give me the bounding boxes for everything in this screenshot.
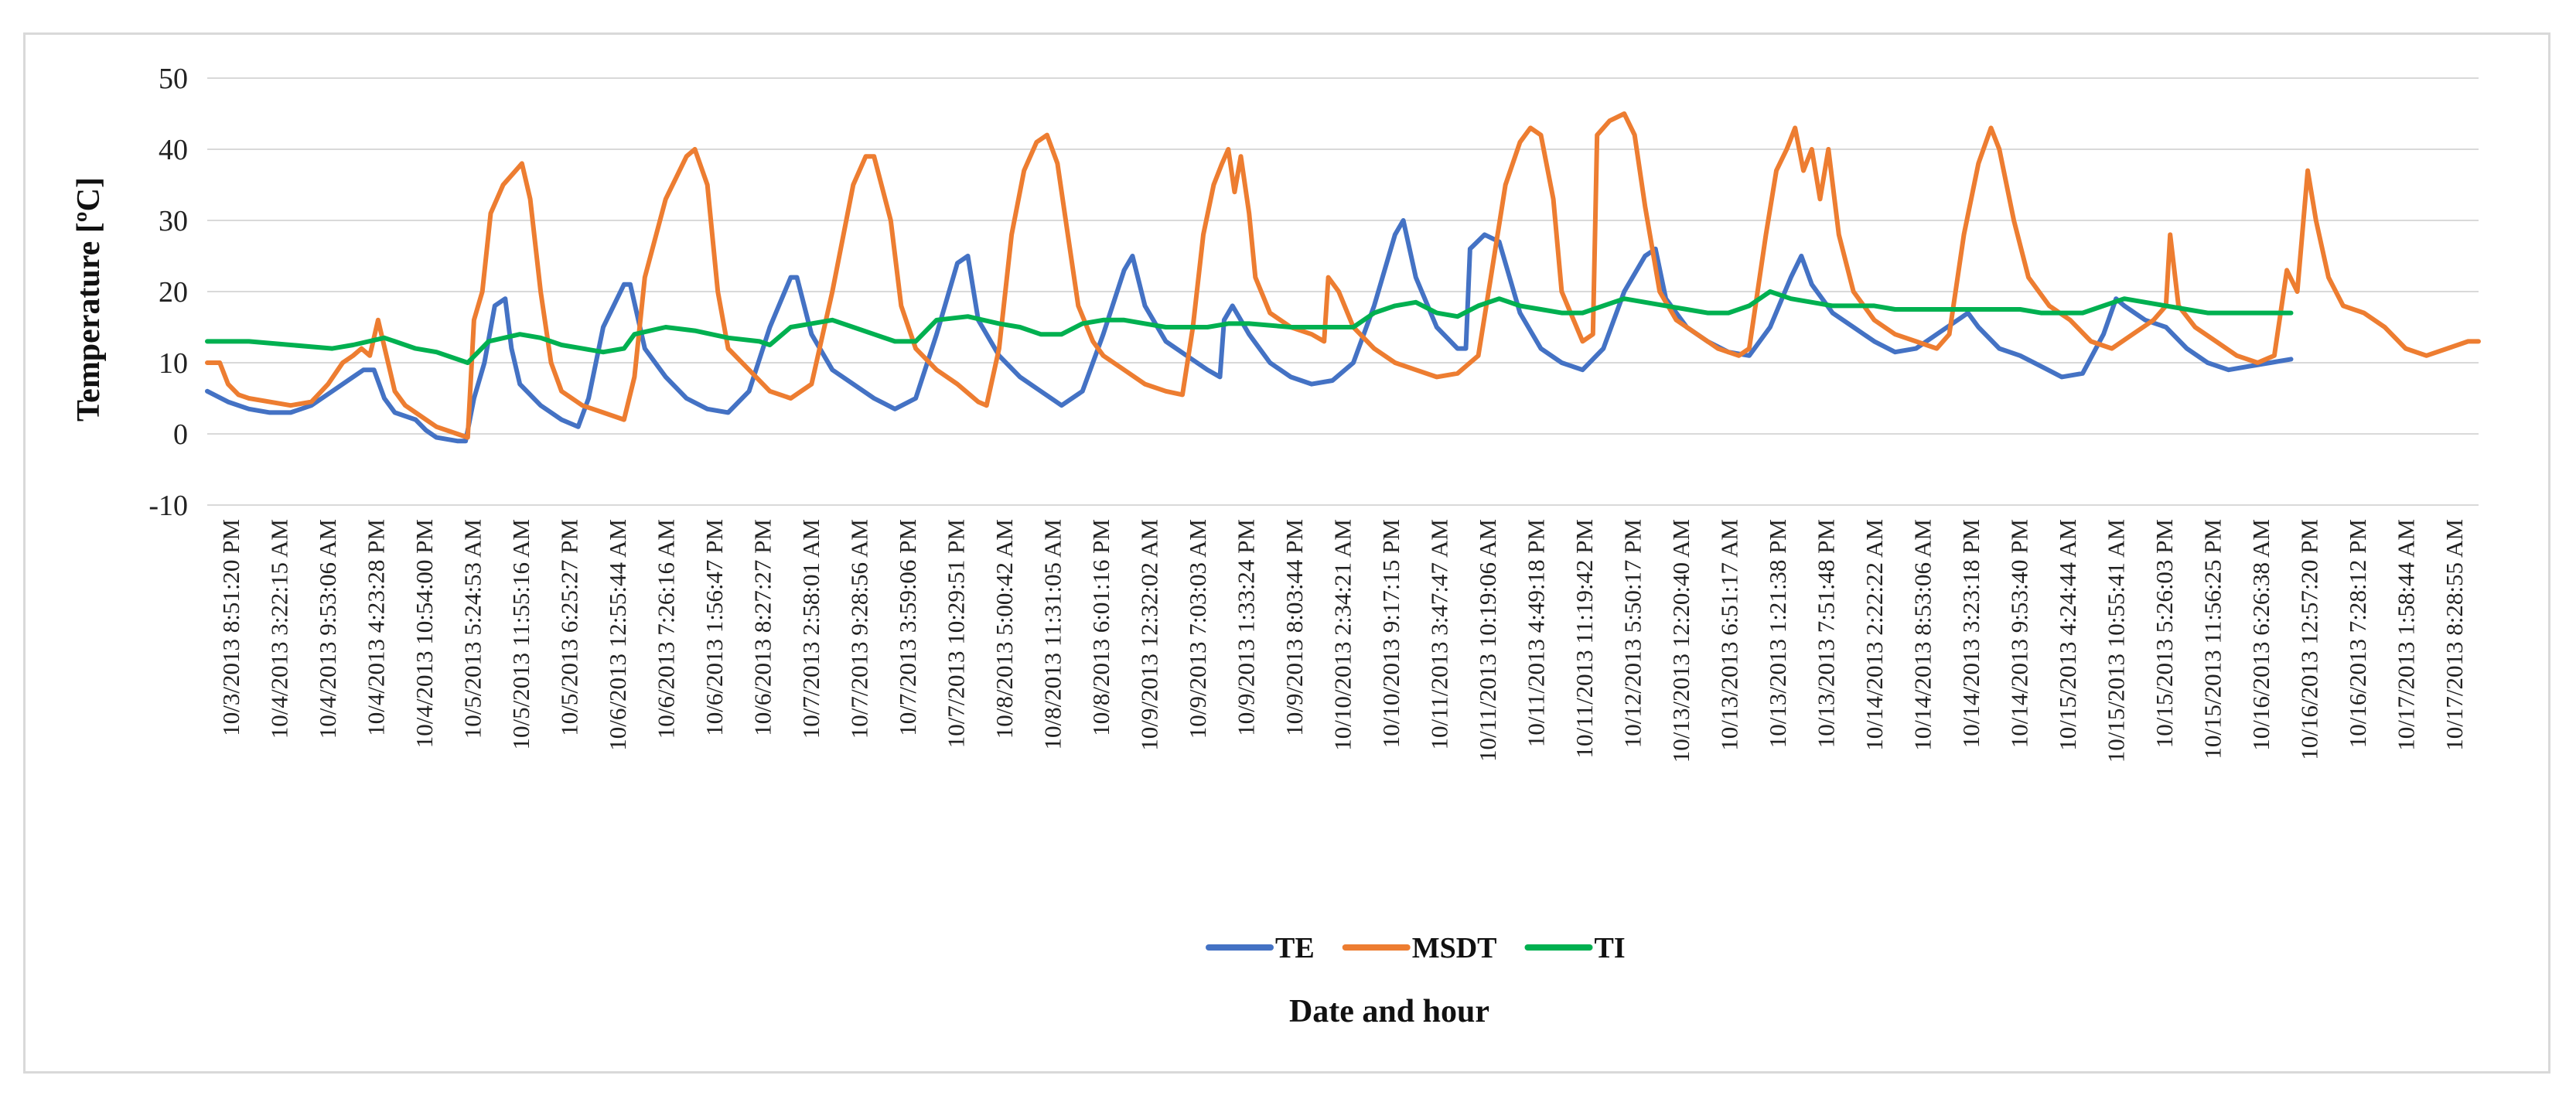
x-tick-label: 10/16/2013 12:57:20 PM bbox=[2295, 519, 2322, 760]
x-tick-label: 10/10/2013 9:17:15 PM bbox=[1377, 519, 1404, 748]
x-tick-label: 10/6/2013 7:26:16 AM bbox=[653, 519, 680, 739]
y-axis-ticks: -10 0 10 20 30 40 50 bbox=[148, 63, 188, 522]
legend-label-msdt: MSDT bbox=[1412, 932, 1497, 964]
y-tick-label: 0 bbox=[173, 418, 188, 451]
line-chart: -10 0 10 20 30 40 50 10/3/2013 8:51:20 PM 10/4/… bbox=[71, 63, 2481, 1029]
x-tick-label: 10/4/2013 9:53:06 AM bbox=[314, 519, 341, 739]
legend-label-te: TE bbox=[1275, 932, 1315, 964]
x-tick-label: 10/9/2013 12:32:02 AM bbox=[1136, 519, 1163, 751]
x-tick-label: 10/9/2013 8:03:44 PM bbox=[1281, 519, 1308, 736]
x-axis-ticks: 10/3/2013 8:51:20 PM 10/4/2013 3:22:15 AM… bbox=[217, 519, 2468, 763]
y-tick-label: 30 bbox=[159, 205, 188, 237]
x-tick-label: 10/6/2013 8:27:27 PM bbox=[749, 519, 776, 736]
x-tick-label: 10/14/2013 8:53:06 AM bbox=[1909, 519, 1936, 751]
x-tick-label: 10/7/2013 10:29:51 PM bbox=[943, 519, 970, 748]
y-tick-label: 40 bbox=[159, 134, 188, 166]
x-tick-label: 10/9/2013 1:33:24 PM bbox=[1233, 519, 1260, 736]
y-tick-label: 10 bbox=[159, 347, 188, 380]
x-tick-label: 10/8/2013 6:01:16 PM bbox=[1087, 519, 1114, 736]
x-tick-label: 10/3/2013 8:51:20 PM bbox=[217, 519, 244, 736]
series-line-ti bbox=[205, 289, 2294, 365]
x-tick-label: 10/9/2013 7:03:03 AM bbox=[1184, 519, 1211, 739]
series-lines bbox=[205, 111, 2481, 444]
y-tick-label: 50 bbox=[159, 63, 188, 95]
y-tick-label: -10 bbox=[148, 490, 188, 522]
x-tick-label: 10/13/2013 6:51:17 AM bbox=[1715, 519, 1742, 751]
x-tick-label: 10/12/2013 5:50:17 PM bbox=[1619, 519, 1646, 748]
x-tick-label: 10/5/2013 6:25:27 PM bbox=[556, 519, 583, 736]
x-tick-label: 10/16/2013 7:28:12 PM bbox=[2344, 519, 2371, 748]
x-tick-label: 10/5/2013 11:55:16 AM bbox=[507, 519, 534, 750]
x-tick-label: 10/4/2013 10:54:00 PM bbox=[411, 519, 438, 748]
x-tick-label: 10/16/2013 6:26:38 AM bbox=[2247, 519, 2274, 751]
chart-frame: -10 0 10 20 30 40 50 10/3/2013 8:51:20 PM 10/4/… bbox=[23, 32, 2550, 1074]
x-tick-label: 10/14/2013 2:22:22 AM bbox=[1861, 519, 1888, 751]
x-tick-label: 10/8/2013 11:31:05 AM bbox=[1039, 519, 1066, 750]
gridlines bbox=[207, 77, 2479, 506]
legend-label-ti: TI bbox=[1595, 932, 1626, 964]
x-tick-label: 10/11/2013 3:47:47 AM bbox=[1425, 519, 1452, 750]
x-tick-label: 10/5/2013 5:24:53 AM bbox=[459, 519, 486, 739]
x-tick-label: 10/13/2013 1:21:38 PM bbox=[1764, 519, 1791, 748]
x-tick-label: 10/7/2013 3:59:06 PM bbox=[894, 519, 921, 736]
x-tick-label: 10/15/2013 5:26:03 PM bbox=[2151, 519, 2178, 748]
y-tick-label: 20 bbox=[159, 276, 188, 309]
x-tick-label: 10/4/2013 3:22:15 AM bbox=[266, 519, 293, 739]
y-axis-title: Temperature [ºC] bbox=[71, 177, 107, 422]
x-tick-label: 10/17/2013 8:28:55 AM bbox=[2441, 519, 2468, 751]
x-tick-label: 10/14/2013 9:53:40 PM bbox=[2005, 519, 2032, 748]
x-tick-label: 10/11/2013 10:19:06 AM bbox=[1474, 519, 1501, 762]
series-line-te bbox=[205, 218, 2294, 444]
series-line-msdt bbox=[205, 111, 2481, 440]
x-tick-label: 10/8/2013 5:00:42 AM bbox=[991, 519, 1018, 739]
x-tick-label: 10/7/2013 9:28:56 AM bbox=[846, 519, 873, 739]
x-axis-title: Date and hour bbox=[1289, 994, 1489, 1029]
x-tick-label: 10/14/2013 3:23:18 PM bbox=[1957, 519, 1984, 748]
x-tick-label: 10/13/2013 7:51:48 PM bbox=[1812, 519, 1839, 748]
x-tick-label: 10/10/2013 2:34:21 AM bbox=[1329, 519, 1356, 751]
x-tick-label: 10/6/2013 1:56:47 PM bbox=[701, 519, 728, 736]
x-tick-label: 10/7/2013 2:58:01 AM bbox=[797, 519, 824, 739]
x-tick-label: 10/4/2013 4:23:28 PM bbox=[363, 519, 390, 736]
x-tick-label: 10/6/2013 12:55:44 AM bbox=[604, 519, 631, 751]
x-tick-label: 10/17/2013 1:58:44 AM bbox=[2392, 519, 2419, 751]
x-tick-label: 10/13/2013 12:20:40 AM bbox=[1667, 519, 1694, 763]
x-tick-label: 10/15/2013 11:56:25 PM bbox=[2199, 519, 2226, 760]
legend: TE MSDT TI bbox=[1206, 932, 1626, 964]
x-tick-label: 10/11/2013 11:19:42 PM bbox=[1571, 519, 1598, 758]
x-tick-label: 10/15/2013 10:55:41 AM bbox=[2102, 519, 2129, 763]
x-tick-label: 10/15/2013 4:24:44 AM bbox=[2054, 519, 2081, 751]
x-tick-label: 10/11/2013 4:49:18 PM bbox=[1522, 519, 1549, 747]
